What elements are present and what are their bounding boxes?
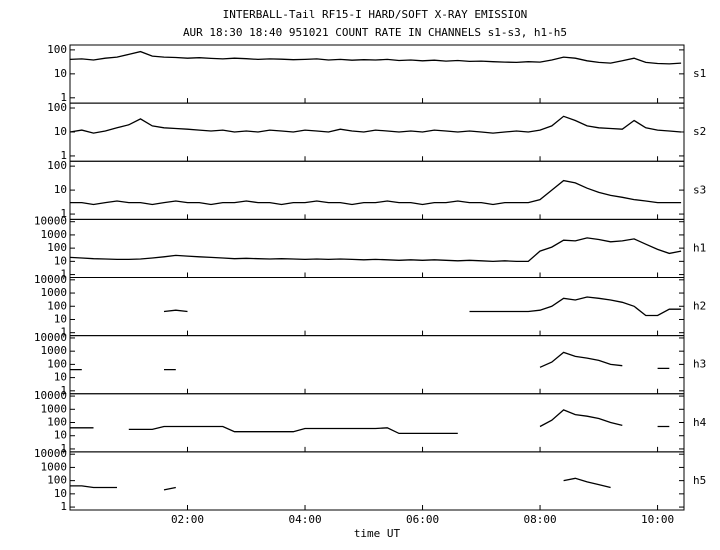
y-tick-label: 100 — [47, 241, 67, 254]
x-tick-label: 06:00 — [406, 513, 439, 526]
panel-label: h2 — [693, 300, 706, 313]
y-tick-label: 100 — [47, 416, 67, 429]
y-tick-label: 10000 — [34, 273, 67, 286]
y-tick-label: 10 — [54, 125, 67, 138]
y-tick-label: 1 — [60, 91, 67, 104]
panel-frame — [69, 218, 685, 278]
y-tick-label: 1000 — [41, 228, 68, 241]
y-tick-label: 10 — [54, 429, 67, 442]
y-tick-label: 1 — [60, 207, 67, 220]
panel-frame — [69, 393, 685, 453]
data-line — [70, 478, 634, 490]
y-tick-label: 100 — [47, 43, 67, 56]
y-tick-label: 1 — [60, 384, 67, 397]
data-line — [69, 50, 682, 65]
panel-label: h3 — [693, 358, 706, 371]
y-tick-label: 10 — [54, 254, 67, 267]
panel-label: h4 — [693, 416, 707, 429]
x-tick-label: 10:00 — [641, 513, 674, 526]
panel-frame — [69, 102, 685, 162]
y-tick-label: 10000 — [34, 331, 67, 344]
y-tick-label: 1000 — [41, 344, 68, 357]
y-tick-label: 10000 — [34, 447, 67, 460]
panel-frame — [69, 44, 685, 104]
chart-subtitle: AUR 18:30 18:40 951021 COUNT RATE IN CHA… — [183, 26, 567, 39]
y-tick-label: 10000 — [34, 215, 67, 228]
x-tick-label: 08:00 — [523, 513, 556, 526]
y-tick-label: 10 — [54, 371, 67, 384]
y-tick-label: 1 — [60, 442, 67, 455]
panel-label: h1 — [693, 241, 706, 254]
data-line — [69, 115, 682, 134]
y-tick-label: 1000 — [41, 402, 68, 415]
data-line — [70, 351, 670, 371]
panel-label: s1 — [693, 67, 706, 80]
y-tick-label: 100 — [47, 357, 67, 370]
panel-label: h5 — [693, 474, 706, 487]
y-tick-label: 1 — [60, 268, 67, 281]
chart-title: INTERBALL-Tail RF15-I HARD/SOFT X-RAY EM… — [223, 8, 528, 21]
panel-frame — [69, 335, 685, 395]
x-tick-label: 02:00 — [171, 513, 204, 526]
y-tick-label: 1 — [60, 326, 67, 339]
y-tick-label: 1000 — [41, 460, 68, 473]
panel-frame — [69, 451, 685, 511]
x-tick-label: 04:00 — [288, 513, 321, 526]
y-tick-label: 1 — [60, 500, 67, 513]
y-tick-label: 10 — [54, 312, 67, 325]
data-line — [69, 237, 682, 263]
y-tick-label: 100 — [47, 474, 67, 487]
data-line — [70, 179, 682, 206]
data-line — [70, 409, 670, 435]
panel-label: s3 — [693, 183, 706, 196]
y-tick-label: 100 — [47, 159, 67, 172]
y-tick-label: 10 — [54, 67, 67, 80]
panel-label: s2 — [693, 125, 706, 138]
y-tick-label: 100 — [47, 101, 67, 114]
y-tick-label: 10 — [54, 183, 67, 196]
y-tick-label: 10 — [54, 487, 67, 500]
data-line — [163, 296, 682, 317]
y-tick-label: 1000 — [41, 286, 68, 299]
y-tick-label: 100 — [47, 299, 67, 312]
y-tick-label: 1 — [60, 149, 67, 162]
x-axis-label: time UT — [354, 527, 401, 540]
y-tick-label: 10000 — [34, 389, 67, 402]
panel-frame — [69, 277, 685, 337]
